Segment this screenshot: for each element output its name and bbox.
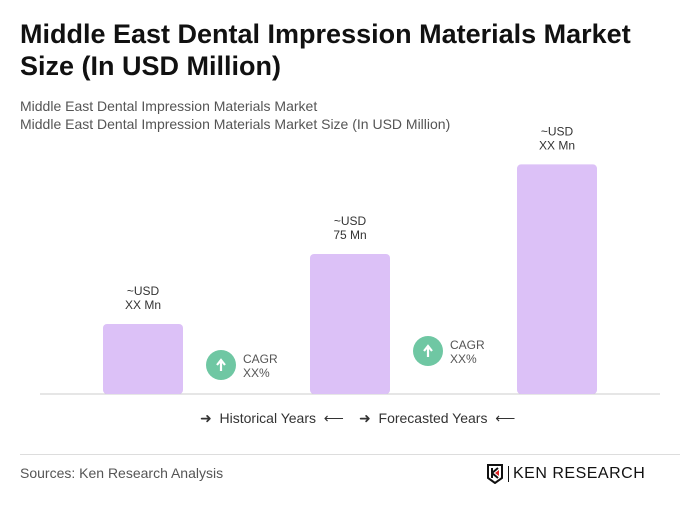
page-title: Middle East Dental Impression Materials …	[20, 19, 631, 81]
legend-forecasted: ➜ Forecasted Years ⟵	[359, 410, 515, 427]
data-label: 75 Mn	[333, 228, 366, 242]
legend-historical: ➜ Historical Years ⟵	[200, 410, 344, 427]
arrow-up-icon	[216, 358, 226, 371]
bar	[517, 164, 597, 394]
ken-research-logo: KEN RESEARCH	[486, 464, 645, 484]
data-label: XX Mn	[125, 298, 161, 312]
arrow-left-icon: ⟵	[323, 410, 344, 426]
cagr-label: XX%	[243, 366, 270, 380]
subtitle: Middle East Dental Impression Materials …	[20, 98, 318, 114]
footer-divider	[20, 454, 680, 455]
bar	[310, 254, 390, 394]
bar	[103, 324, 183, 394]
data-label: XX Mn	[539, 138, 575, 152]
arrow-right-icon: ➜	[200, 410, 212, 426]
data-label: ~USD	[334, 214, 367, 228]
legend-historical-label: Historical Years	[219, 410, 317, 426]
legend-forecasted-label: Forecasted Years	[378, 410, 488, 426]
cagr-label: CAGR	[243, 352, 278, 366]
logo-icon	[487, 464, 503, 484]
subtitle-2: Middle East Dental Impression Materials …	[20, 116, 451, 132]
arrow-right-icon: ➜	[359, 410, 371, 426]
data-label: ~USD	[541, 124, 574, 138]
cagr-label: XX%	[450, 352, 477, 366]
sources: Sources: Ken Research Analysis	[20, 465, 224, 481]
logo-text: KEN RESEARCH	[513, 465, 646, 482]
data-label: ~USD	[127, 284, 160, 298]
arrow-left-icon: ⟵	[495, 410, 516, 426]
arrow-up-icon	[423, 344, 433, 357]
cagr-label: CAGR	[450, 338, 485, 352]
